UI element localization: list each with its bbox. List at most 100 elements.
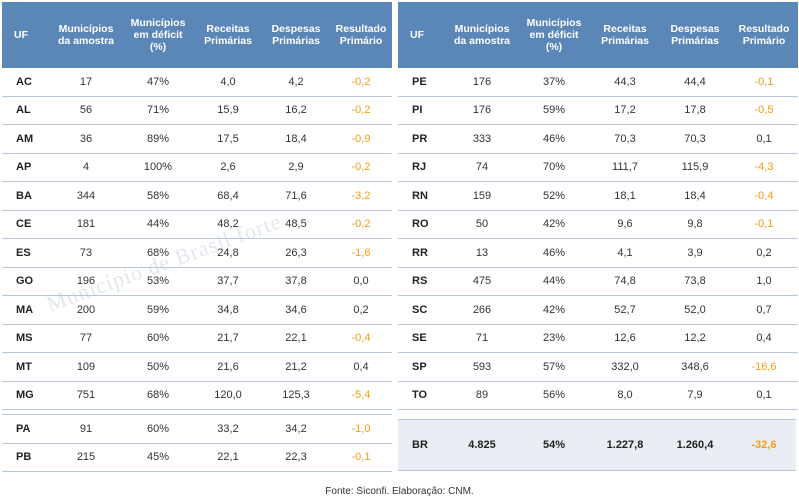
header-deficit: Municípios em déficit (%) bbox=[122, 2, 194, 68]
receitas-cell: 33,2 bbox=[194, 414, 262, 444]
receitas-cell: 22,1 bbox=[194, 443, 262, 472]
uf-cell: RN bbox=[398, 181, 446, 211]
resultado-cell: -0,9 bbox=[330, 124, 392, 154]
header-municipios: Municípios da amostra bbox=[446, 2, 518, 68]
total-despesas: 1.260,4 bbox=[676, 439, 714, 451]
header-despesas: Despesas Primárias bbox=[262, 2, 330, 68]
table-row: GO 196 53% 37,7 37,8 0,0 bbox=[2, 267, 392, 296]
despesas-cell: 18,4 bbox=[660, 181, 730, 211]
deficit-cell: 52% bbox=[518, 181, 590, 211]
resultado-cell: 0,4 bbox=[330, 352, 392, 382]
deficit-cell: 70% bbox=[518, 153, 590, 182]
deficit-cell: 68% bbox=[122, 381, 194, 410]
header-receitas: Receitas Primárias bbox=[590, 2, 660, 68]
receitas-cell: 332,0 bbox=[590, 352, 660, 382]
municipios-cell: 176 bbox=[446, 68, 518, 97]
resultado-cell: 0,2 bbox=[330, 295, 392, 325]
municipios-cell: 215 bbox=[50, 443, 122, 472]
municipios-cell: 475 bbox=[446, 267, 518, 296]
despesas-cell: 348,6 bbox=[660, 352, 730, 382]
total-receitas: 1.227,8 bbox=[606, 439, 644, 451]
municipios-cell: 181 bbox=[50, 210, 122, 239]
uf-cell: PR bbox=[398, 124, 446, 154]
table-row: MA 200 59% 34,8 34,6 0,2 bbox=[2, 295, 392, 325]
municipios-cell: 91 bbox=[50, 414, 122, 444]
table-row: RS 475 44% 74,8 73,8 1,0 bbox=[398, 267, 798, 296]
municipios-cell: 200 bbox=[50, 295, 122, 325]
uf-cell: RO bbox=[398, 210, 446, 239]
table-row: MS 77 60% 21,7 22,1 -0,4 bbox=[2, 324, 392, 353]
uf-cell: RR bbox=[398, 238, 446, 268]
receitas-cell: 70,3 bbox=[590, 124, 660, 154]
resultado-cell: -0,2 bbox=[330, 68, 392, 97]
receitas-cell: 34,8 bbox=[194, 295, 262, 325]
deficit-cell: 89% bbox=[122, 124, 194, 154]
left-table-body: AC 17 47% 4,0 4,2 -0,2 AL 56 71% 15,9 16,2 -0,2 AM 36… bbox=[2, 68, 392, 472]
resultado-cell: -0,1 bbox=[330, 443, 392, 472]
separator-cell bbox=[50, 409, 122, 415]
municipios-cell: 74 bbox=[446, 153, 518, 182]
total-municipios: 4.825 bbox=[468, 439, 496, 451]
right-table: UF Municípios da amostra Municípios em déf… bbox=[398, 2, 798, 410]
receitas-cell: 8,0 bbox=[590, 381, 660, 410]
table-row: PA 91 60% 33,2 34,2 -1,0 bbox=[2, 414, 392, 444]
municipios-cell: 333 bbox=[446, 124, 518, 154]
deficit-cell: 60% bbox=[122, 324, 194, 353]
despesas-cell: 48,5 bbox=[262, 210, 330, 239]
resultado-cell: 0,0 bbox=[330, 267, 392, 296]
despesas-cell: 34,2 bbox=[262, 414, 330, 444]
receitas-cell: 2,6 bbox=[194, 153, 262, 182]
resultado-cell: -1,0 bbox=[330, 414, 392, 444]
despesas-cell: 52,0 bbox=[660, 295, 730, 325]
deficit-cell: 71% bbox=[122, 96, 194, 125]
uf-cell: MA bbox=[2, 295, 50, 325]
deficit-cell: 23% bbox=[518, 324, 590, 353]
table-row: PI 176 59% 17,2 17,8 -0,5 bbox=[398, 96, 798, 125]
header-resultado: Resultado Primário bbox=[730, 2, 798, 68]
receitas-cell: 24,8 bbox=[194, 238, 262, 268]
deficit-cell: 57% bbox=[518, 352, 590, 382]
despesas-cell: 3,9 bbox=[660, 238, 730, 268]
table-row: SP 593 57% 332,0 348,6 -16,6 bbox=[398, 352, 798, 382]
deficit-cell: 44% bbox=[518, 267, 590, 296]
resultado-cell: -16,6 bbox=[730, 352, 798, 382]
receitas-cell: 17,2 bbox=[590, 96, 660, 125]
receitas-cell: 68,4 bbox=[194, 181, 262, 211]
resultado-cell: -3,2 bbox=[330, 181, 392, 211]
despesas-cell: 12,2 bbox=[660, 324, 730, 353]
table-row: MT 109 50% 21,6 21,2 0,4 bbox=[2, 352, 392, 382]
despesas-cell: 73,8 bbox=[660, 267, 730, 296]
resultado-cell: -0,2 bbox=[330, 153, 392, 182]
table-row: AM 36 89% 17,5 18,4 -0,9 bbox=[2, 124, 392, 154]
header-uf: UF bbox=[398, 2, 446, 68]
municipios-cell: 196 bbox=[50, 267, 122, 296]
uf-cell: RJ bbox=[398, 153, 446, 182]
uf-cell: PB bbox=[2, 443, 50, 472]
uf-cell: AP bbox=[2, 153, 50, 182]
deficit-cell: 46% bbox=[518, 238, 590, 268]
receitas-cell: 21,7 bbox=[194, 324, 262, 353]
table-row: SC 266 42% 52,7 52,0 0,7 bbox=[398, 295, 798, 325]
resultado-cell: -1,6 bbox=[330, 238, 392, 268]
table-row: MG 751 68% 120,0 125,3 -5,4 bbox=[2, 381, 392, 410]
left-table: UF Municípios da amostra Municípios em déf… bbox=[2, 2, 392, 472]
uf-cell: TO bbox=[398, 381, 446, 410]
resultado-cell: 1,0 bbox=[730, 267, 798, 296]
receitas-cell: 44,3 bbox=[590, 68, 660, 97]
municipios-cell: 36 bbox=[50, 124, 122, 154]
despesas-cell: 9,8 bbox=[660, 210, 730, 239]
municipios-cell: 344 bbox=[50, 181, 122, 211]
receitas-cell: 4,0 bbox=[194, 68, 262, 97]
right-table-body: PE 176 37% 44,3 44,4 -0,1 PI 176 59% 17,2 17,8 -0,5… bbox=[398, 68, 798, 410]
table-row: RN 159 52% 18,1 18,4 -0,4 bbox=[398, 181, 798, 211]
uf-cell: MS bbox=[2, 324, 50, 353]
despesas-cell: 21,2 bbox=[262, 352, 330, 382]
deficit-cell: 37% bbox=[518, 68, 590, 97]
despesas-cell: 34,6 bbox=[262, 295, 330, 325]
deficit-cell: 100% bbox=[122, 153, 194, 182]
table-row: AL 56 71% 15,9 16,2 -0,2 bbox=[2, 96, 392, 125]
despesas-cell: 37,8 bbox=[262, 267, 330, 296]
table-row: RJ 74 70% 111,7 115,9 -4,3 bbox=[398, 153, 798, 182]
table-row: PB 215 45% 22,1 22,3 -0,1 bbox=[2, 443, 392, 472]
receitas-cell: 12,6 bbox=[590, 324, 660, 353]
